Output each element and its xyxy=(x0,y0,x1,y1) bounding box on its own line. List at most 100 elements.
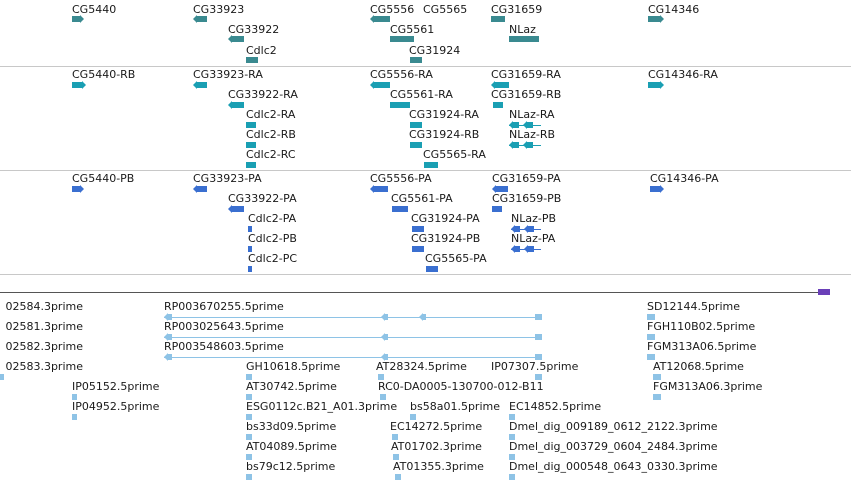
protein-label[interactable]: CG31924-PB xyxy=(411,232,481,245)
est-label[interactable]: FGM313A06.5prime xyxy=(647,340,757,353)
est-glyph[interactable] xyxy=(509,414,515,420)
est-glyph[interactable] xyxy=(535,374,542,380)
est-label[interactable]: bs33d09.5prime xyxy=(246,420,337,433)
gene-label[interactable]: CG5556 xyxy=(370,3,415,16)
protein-glyph[interactable] xyxy=(524,245,534,253)
gene-label[interactable]: CG5561 xyxy=(390,23,435,36)
est-glyph[interactable] xyxy=(535,334,542,340)
est-label[interactable]: 02584.3prime xyxy=(5,300,83,313)
transcript-glyph[interactable] xyxy=(509,121,519,129)
est-label[interactable]: bs79c12.5prime xyxy=(246,460,336,473)
transcript-glyph[interactable] xyxy=(410,122,422,128)
transcript-label[interactable]: CG5440-RB xyxy=(72,68,136,81)
est-glyph[interactable] xyxy=(164,353,172,361)
gene-label[interactable]: CG5440 xyxy=(72,3,117,16)
est-glyph[interactable] xyxy=(653,394,661,400)
gene-glyph[interactable] xyxy=(410,57,422,63)
est-label[interactable]: 02583.3prime xyxy=(5,360,83,373)
protein-label[interactable]: CG5561-PA xyxy=(391,192,453,205)
protein-glyph[interactable] xyxy=(248,266,252,272)
transcript-label[interactable]: CG31924-RB xyxy=(409,128,480,141)
est-label[interactable]: RP003548603.5prime xyxy=(164,340,284,353)
protein-glyph[interactable] xyxy=(412,246,424,252)
est-glyph[interactable] xyxy=(647,354,655,360)
protein-glyph[interactable] xyxy=(392,206,408,212)
est-glyph[interactable] xyxy=(653,374,661,380)
est-label[interactable]: EC14272.5prime xyxy=(390,420,483,433)
protein-label[interactable]: Cdlc2-PB xyxy=(248,232,297,245)
est-label[interactable]: AT30742.5prime xyxy=(246,380,337,393)
gene-label[interactable]: CG31659 xyxy=(491,3,543,16)
est-label[interactable]: IP04952.5prime xyxy=(72,400,160,413)
est-label[interactable]: AT04089.5prime xyxy=(246,440,337,453)
protein-glyph[interactable] xyxy=(248,226,252,232)
est-label[interactable]: AT12068.5prime xyxy=(653,360,744,373)
est-label[interactable]: Dmel_dig_003729_0604_2484.3prime xyxy=(509,440,718,453)
est-glyph[interactable] xyxy=(164,313,172,321)
transcript-glyph[interactable] xyxy=(491,81,509,89)
transcript-glyph[interactable] xyxy=(390,102,410,108)
ruler-end-marker[interactable] xyxy=(818,289,830,295)
gene-glyph[interactable] xyxy=(228,35,244,43)
est-label[interactable]: 02581.3prime xyxy=(5,320,83,333)
gene-glyph[interactable] xyxy=(509,36,539,42)
est-glyph[interactable] xyxy=(410,414,416,420)
transcript-glyph[interactable] xyxy=(648,81,664,89)
gene-glyph[interactable] xyxy=(193,15,207,23)
est-label[interactable]: FGM313A06.3prime xyxy=(653,380,763,393)
est-label[interactable]: RP003025643.5prime xyxy=(164,320,284,333)
est-glyph[interactable] xyxy=(509,434,515,440)
est-glyph[interactable] xyxy=(246,394,252,400)
gene-glyph[interactable] xyxy=(648,15,664,23)
est-label[interactable]: RC0-DA0005-130700-012-B11 xyxy=(378,380,544,393)
est-glyph[interactable] xyxy=(647,314,655,320)
est-glyph[interactable] xyxy=(246,374,252,380)
protein-label[interactable]: CG31924-PA xyxy=(411,212,480,225)
est-label[interactable]: bs58a01.5prime xyxy=(410,400,500,413)
est-glyph[interactable] xyxy=(72,414,77,420)
transcript-glyph[interactable] xyxy=(509,141,519,149)
gene-label[interactable]: NLaz xyxy=(509,23,536,36)
protein-label[interactable]: Cdlc2-PA xyxy=(248,212,297,225)
protein-label[interactable]: Cdlc2-PC xyxy=(248,252,298,265)
protein-label[interactable]: CG5565-PA xyxy=(425,252,487,265)
gene-glyph[interactable] xyxy=(370,15,390,23)
gene-label[interactable]: CG33922 xyxy=(228,23,280,36)
protein-label[interactable]: NLaz-PB xyxy=(511,212,557,225)
est-label[interactable]: IP05152.5prime xyxy=(72,380,160,393)
est-glyph[interactable] xyxy=(381,353,388,361)
est-glyph[interactable] xyxy=(647,334,655,340)
est-glyph[interactable] xyxy=(246,474,252,480)
protein-label[interactable]: CG5440-PB xyxy=(72,172,135,185)
est-glyph[interactable] xyxy=(246,434,252,440)
est-label[interactable]: IP07307.5prime xyxy=(491,360,579,373)
protein-glyph[interactable] xyxy=(426,266,438,272)
protein-glyph[interactable] xyxy=(511,245,520,253)
protein-label[interactable]: CG31659-PA xyxy=(492,172,561,185)
transcript-label[interactable]: NLaz-RB xyxy=(509,128,556,141)
protein-glyph[interactable] xyxy=(511,225,520,233)
transcript-label[interactable]: CG5565-RA xyxy=(423,148,486,161)
transcript-label[interactable]: CG31924-RA xyxy=(409,108,479,121)
protein-glyph[interactable] xyxy=(412,226,424,232)
gene-glyph[interactable] xyxy=(72,15,84,23)
est-label[interactable]: EC14852.5prime xyxy=(509,400,602,413)
est-label[interactable]: GH10618.5prime xyxy=(246,360,341,373)
est-glyph[interactable] xyxy=(380,394,386,400)
est-glyph[interactable] xyxy=(392,434,398,440)
gene-glyph[interactable] xyxy=(491,16,505,22)
transcript-label[interactable]: CG33922-RA xyxy=(228,88,298,101)
transcript-label[interactable]: Cdlc2-RC xyxy=(246,148,296,161)
est-glyph[interactable] xyxy=(381,333,388,341)
protein-glyph[interactable] xyxy=(228,205,244,213)
transcript-glyph[interactable] xyxy=(72,81,86,89)
est-glyph[interactable] xyxy=(246,454,252,460)
transcript-glyph[interactable] xyxy=(370,81,390,89)
est-glyph[interactable] xyxy=(393,454,399,460)
transcript-glyph[interactable] xyxy=(246,162,256,168)
transcript-label[interactable]: CG5556-RA xyxy=(370,68,433,81)
transcript-label[interactable]: CG31659-RB xyxy=(491,88,562,101)
protein-label[interactable]: NLaz-PA xyxy=(511,232,556,245)
transcript-label[interactable]: CG5561-RA xyxy=(390,88,453,101)
protein-label[interactable]: CG14346-PA xyxy=(650,172,719,185)
